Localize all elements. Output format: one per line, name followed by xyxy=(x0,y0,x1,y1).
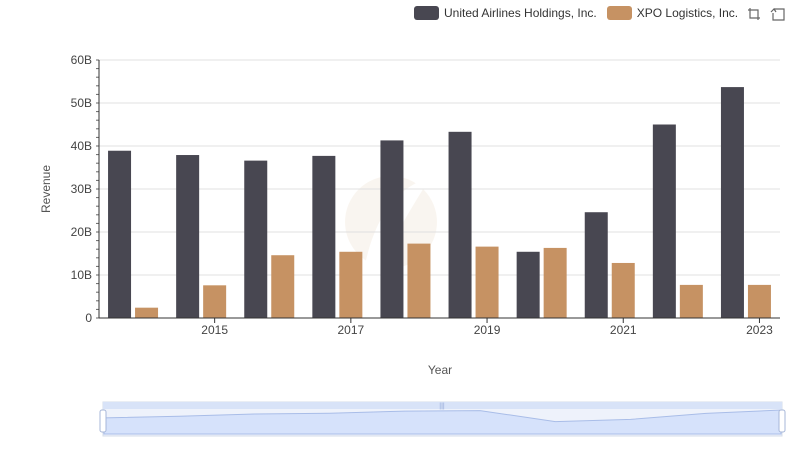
axes: 0 10B 20B 30B 40B 50B 60B 2015 2017 2019 2021 2023 xyxy=(71,53,780,337)
bar-xpo-logistics-2016[interactable] xyxy=(271,255,295,318)
data-zoom-handle-left[interactable] xyxy=(99,409,107,433)
legend: United Airlines Holdings, Inc. XPO Logist… xyxy=(414,4,748,22)
bar-xpo-logistics-2019[interactable] xyxy=(475,246,499,318)
data-zoom-top-bar xyxy=(103,402,782,409)
x-tick-label: 2023 xyxy=(746,323,773,337)
bars[interactable] xyxy=(108,87,771,318)
legend-swatch xyxy=(414,6,439,20)
bar-united-airlines-2014[interactable] xyxy=(108,150,132,318)
x-tick-label: 2019 xyxy=(474,323,501,337)
y-tick-label: 60B xyxy=(71,53,92,67)
legend-label: XPO Logistics, Inc. xyxy=(636,6,739,20)
legend-swatch xyxy=(606,6,632,20)
y-tick-label: 0 xyxy=(85,311,92,325)
restore-icon[interactable] xyxy=(770,6,786,22)
bar-united-airlines-2017[interactable] xyxy=(312,155,336,318)
x-axis-title: Year xyxy=(428,363,452,377)
bar-united-airlines-2023[interactable] xyxy=(720,87,744,318)
y-tick-label: 40B xyxy=(71,139,92,153)
x-tick-label: 2017 xyxy=(337,323,364,337)
bar-xpo-logistics-2017[interactable] xyxy=(339,251,363,318)
data-zoom-handle-right[interactable] xyxy=(778,409,786,433)
legend-label: United Airlines Holdings, Inc. xyxy=(444,6,597,20)
grid-lines xyxy=(99,59,780,276)
y-tick-label: 10B xyxy=(71,268,92,282)
bar-xpo-logistics-2018[interactable] xyxy=(407,243,431,318)
y-tick-label: 50B xyxy=(71,96,92,110)
y-axis-title: Revenue xyxy=(39,165,53,213)
data-zoom-slider[interactable]: ||| xyxy=(99,401,786,437)
bar-united-airlines-2016[interactable] xyxy=(244,160,268,318)
bar-united-airlines-2018[interactable] xyxy=(380,140,404,318)
data-zoom-grip[interactable]: ||| xyxy=(439,403,445,410)
bar-united-airlines-2020[interactable] xyxy=(516,251,540,318)
legend-item-1[interactable]: XPO Logistics, Inc. xyxy=(606,6,739,20)
bar-xpo-logistics-2021[interactable] xyxy=(611,262,635,318)
bar-united-airlines-2021[interactable] xyxy=(584,212,608,318)
x-tick-label: 2021 xyxy=(610,323,637,337)
bar-xpo-logistics-2014[interactable] xyxy=(135,307,159,318)
bar-xpo-logistics-2020[interactable] xyxy=(543,247,567,318)
toolbox xyxy=(746,6,786,22)
bar-united-airlines-2015[interactable] xyxy=(176,155,200,318)
zoom-icon[interactable] xyxy=(746,6,762,22)
bar-xpo-logistics-2022[interactable] xyxy=(679,284,703,318)
y-tick-label: 20B xyxy=(71,225,92,239)
y-tick-label: 30B xyxy=(71,182,92,196)
bar-united-airlines-2019[interactable] xyxy=(448,131,472,318)
legend-item-0[interactable]: United Airlines Holdings, Inc. xyxy=(414,6,597,20)
bar-xpo-logistics-2015[interactable] xyxy=(203,285,227,318)
x-tick-label: 2015 xyxy=(201,323,228,337)
bar-united-airlines-2022[interactable] xyxy=(652,124,676,319)
bar-xpo-logistics-2023[interactable] xyxy=(747,284,771,318)
